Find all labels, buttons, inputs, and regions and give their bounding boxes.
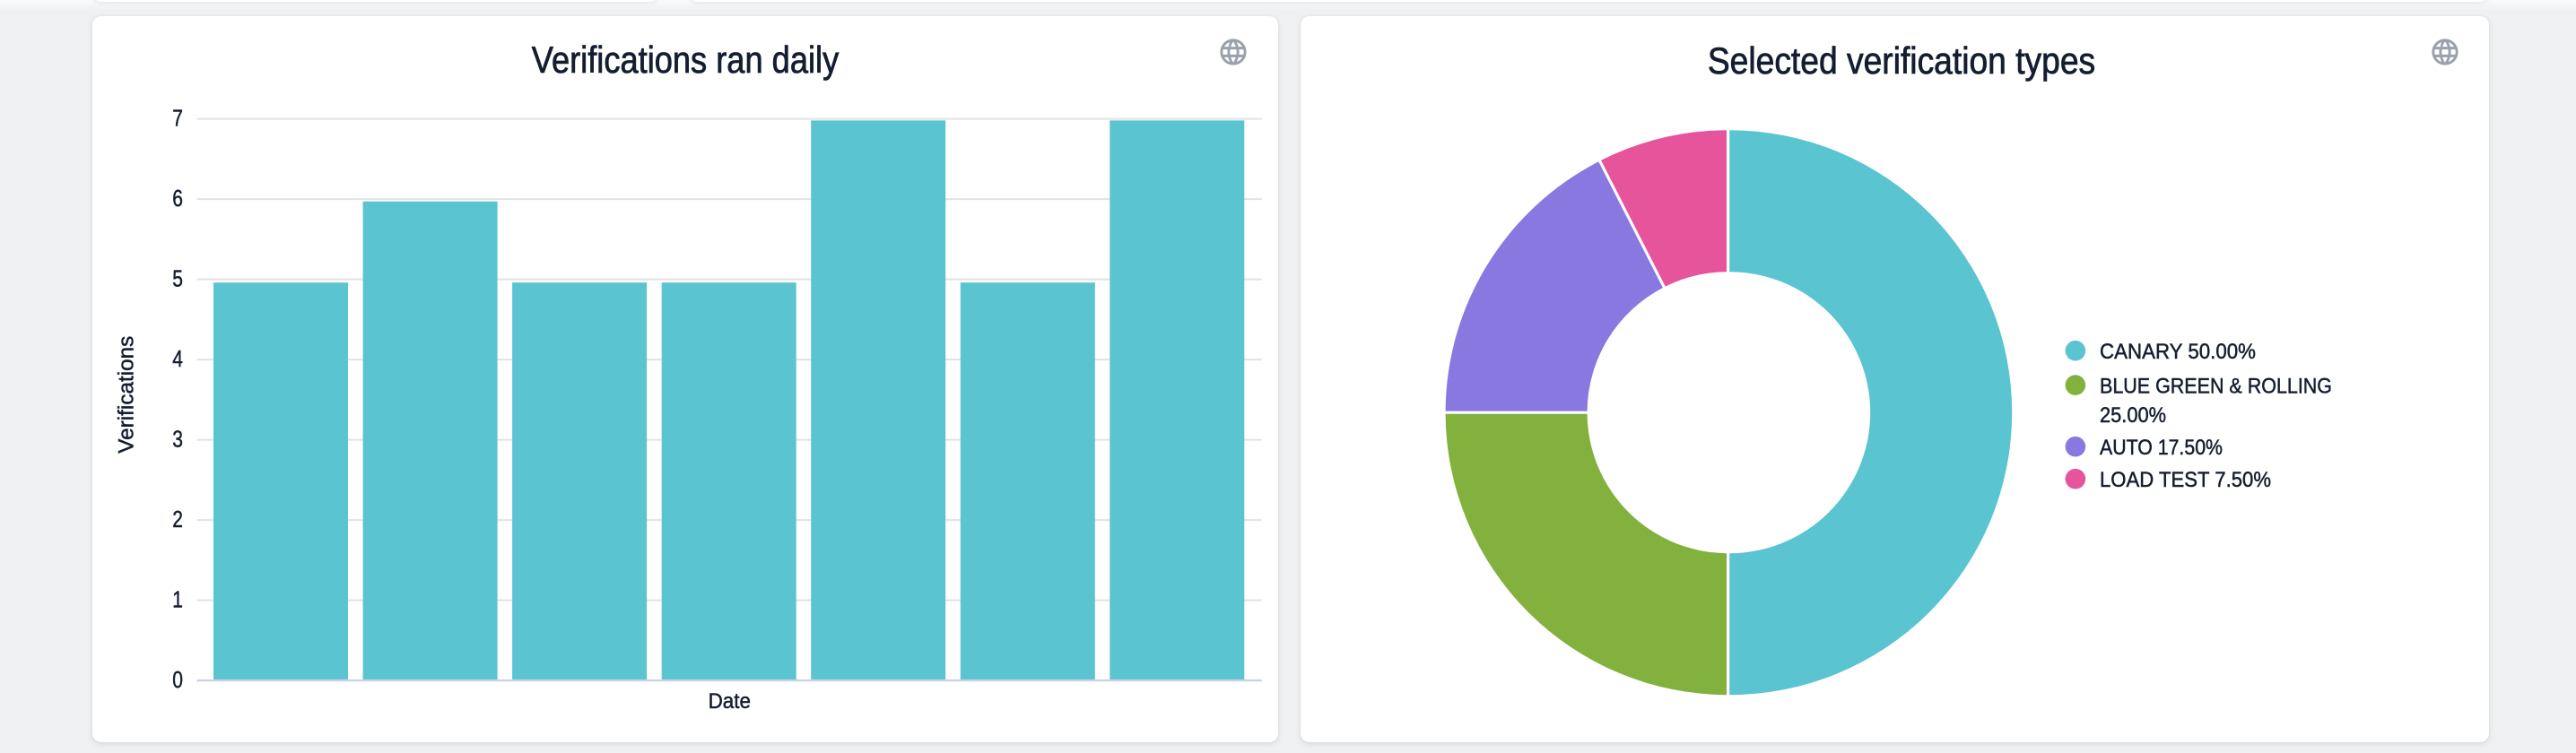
- svg-text:Selected verification types: Selected verification types: [1708, 39, 2095, 82]
- svg-text:Verifications: Verifications: [115, 336, 139, 454]
- svg-text:7: 7: [172, 105, 183, 132]
- svg-text:3: 3: [172, 426, 183, 453]
- svg-text:Date: Date: [709, 689, 751, 714]
- svg-text:CANARY 50.00%: CANARY 50.00%: [2100, 340, 2256, 364]
- svg-text:25.00%: 25.00%: [2100, 403, 2166, 428]
- svg-text:6: 6: [172, 185, 183, 212]
- svg-text:LOAD TEST 7.50%: LOAD TEST 7.50%: [2100, 468, 2271, 492]
- svg-text:0: 0: [172, 666, 183, 693]
- svg-text:BLUE GREEN & ROLLING: BLUE GREEN & ROLLING: [2100, 374, 2332, 398]
- svg-text:5: 5: [172, 265, 183, 292]
- svg-text:4: 4: [172, 345, 183, 372]
- svg-text:2: 2: [172, 506, 183, 532]
- svg-text:Verifications ran daily: Verifications ran daily: [532, 39, 839, 81]
- svg-text:1: 1: [172, 586, 183, 613]
- svg-text:AUTO 17.50%: AUTO 17.50%: [2100, 436, 2223, 460]
